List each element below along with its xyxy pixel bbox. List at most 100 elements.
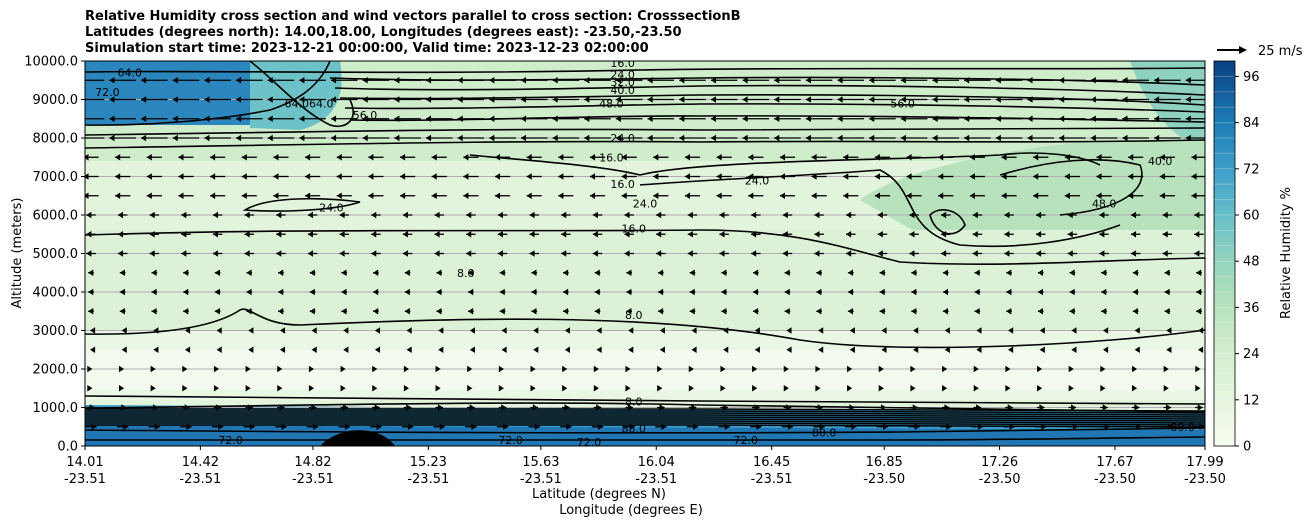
contour-line: [85, 395, 1205, 405]
wind-vector-head: [533, 327, 539, 334]
wind-vector-head: [267, 134, 273, 142]
contour-line: [339, 94, 1205, 106]
wind-vectors: [78, 77, 1205, 430]
wind-vector-head: [878, 365, 884, 373]
wind-vector-head: [403, 385, 409, 392]
wind-vector-head: [109, 115, 115, 122]
wind-vector-head: [1069, 288, 1075, 296]
wind-vector-head: [721, 269, 727, 276]
x-tick-label-lat: 17.26: [981, 455, 1018, 470]
wind-vector-head: [436, 308, 442, 315]
wind-vector-head: [425, 134, 432, 142]
chart-title: Relative Humidity cross section and wind…: [85, 9, 741, 57]
wind-vector-head: [341, 308, 347, 315]
wind-vector-head: [1134, 404, 1140, 411]
x-axis-ticks: 14.01 -23.51 14.42 -23.51 14.82 -23.51 15.23 -2…: [64, 446, 1226, 487]
wind-vector-head: [653, 154, 659, 161]
wind-vector-head: [784, 288, 790, 296]
wind-vector-head: [216, 346, 222, 353]
wind-vector-head: [181, 211, 187, 219]
wind-vector-head: [972, 211, 978, 219]
wind-vector-head: [373, 308, 379, 315]
wind-vector-head: [520, 134, 527, 142]
wind-vector-head: [151, 269, 157, 276]
wind-vector-head: [687, 250, 693, 257]
wind-vector-head: [149, 250, 155, 257]
wind-vector-head: [1099, 231, 1105, 238]
wind-vector-head: [497, 250, 503, 257]
wind-vector-head: [468, 269, 474, 276]
wind-vector-head: [942, 269, 949, 276]
title-line-1: Relative Humidity cross section and wind…: [85, 9, 741, 24]
wind-vector-head: [501, 346, 507, 353]
wind-vector-head: [78, 77, 83, 83]
wind-vector-head: [305, 192, 311, 199]
wind-vector-head: [624, 231, 630, 238]
wind-vector-head: [877, 250, 883, 257]
wind-vector-head: [837, 115, 843, 122]
wind-vector-head: [1185, 115, 1191, 122]
wind-vector-head: [624, 211, 630, 219]
wind-vector-head: [684, 173, 691, 180]
wind-vector-head: [710, 115, 716, 122]
wind-vector-head: [1130, 231, 1137, 238]
wind-vector-head: [710, 96, 716, 103]
wind-vector-head: [847, 365, 853, 373]
wind-vector-head: [748, 192, 754, 199]
contour-label: 24.0: [610, 68, 635, 81]
wind-vector-head: [932, 96, 938, 103]
wind-vector-head: [974, 269, 980, 276]
wind-vector-head: [558, 173, 564, 180]
y-tick-label: 8000.0: [33, 132, 79, 147]
wind-vector-head: [837, 96, 843, 103]
wind-vector-head: [431, 154, 437, 161]
wind-vector-head: [1005, 385, 1011, 392]
wind-vector-head: [299, 134, 305, 142]
wind-vector-head: [1004, 231, 1010, 238]
wind-vector-head: [1195, 385, 1201, 392]
wind-vector-head: [972, 231, 978, 238]
wind-vector-head: [752, 288, 759, 296]
wind-vector-head: [969, 173, 975, 180]
wind-vector-head: [964, 96, 970, 103]
wind-vector-head: [1027, 134, 1033, 142]
wind-vector-head: [178, 154, 184, 161]
wind-vector-head: [679, 115, 685, 122]
wind-vector-head: [900, 134, 906, 142]
wind-vector-head: [1059, 134, 1065, 142]
wind-vector-head: [212, 211, 218, 219]
x-tick-label-lon: -23.50: [979, 472, 1021, 487]
x-tick-label-lat: 14.01: [66, 455, 103, 470]
wind-vector-head: [647, 96, 653, 103]
wind-vector-head: [277, 365, 283, 373]
wind-vector-head: [1164, 269, 1170, 276]
wind-vector-head: [846, 211, 852, 219]
wind-vector-head: [973, 385, 979, 392]
wind-vector-head: [299, 77, 305, 84]
contour-label: 16.0: [622, 222, 647, 235]
wind-vector-head: [151, 288, 157, 296]
wind-vector-head: [657, 269, 664, 276]
wind-vector-head: [183, 269, 189, 276]
contour-label: 24.0: [610, 132, 635, 145]
wind-vector-head: [404, 288, 410, 296]
wind-vector-head: [210, 154, 216, 161]
wind-vector-head: [774, 134, 780, 142]
wind-vector-head: [584, 134, 590, 142]
wind-vector-head: [1067, 250, 1073, 257]
wind-vector-head: [1071, 327, 1077, 334]
wind-vector-head: [584, 96, 590, 103]
wind-vector-head: [374, 346, 381, 353]
wind-vector-head: [877, 211, 883, 219]
wind-vector-head: [972, 250, 978, 257]
wind-vector-head: [1185, 77, 1191, 84]
wind-vector-head: [244, 211, 250, 219]
wind-vector-head: [1035, 231, 1042, 238]
wind-vector-head: [815, 365, 821, 373]
wind-vector-head: [468, 308, 474, 315]
wind-vector-head: [339, 250, 345, 257]
wind-vector-head: [1069, 269, 1075, 276]
wind-vector-head: [940, 211, 947, 219]
contour-label: 40.0: [610, 84, 635, 97]
wind-vector-head: [277, 385, 283, 392]
